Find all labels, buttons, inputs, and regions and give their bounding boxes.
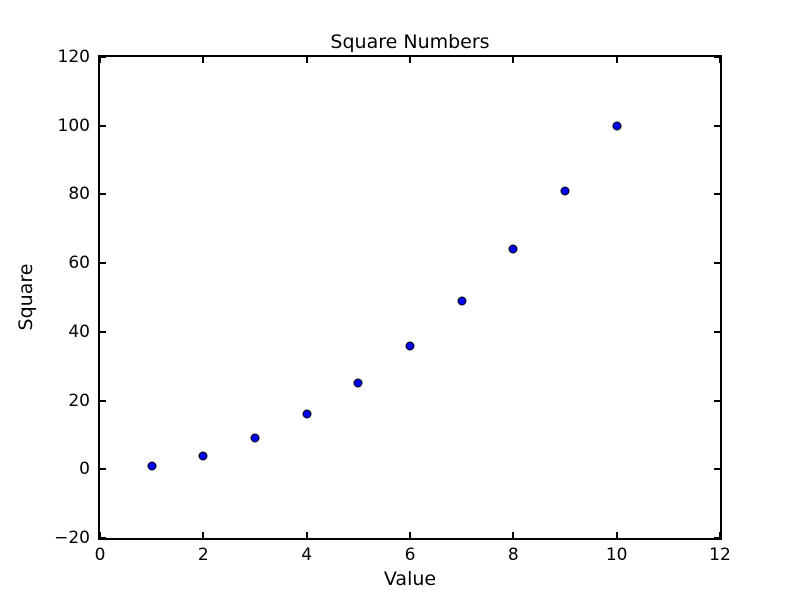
x-tick-mark — [99, 532, 101, 538]
y-tick-mark-right — [714, 262, 720, 265]
y-tick-mark — [100, 537, 106, 539]
y-tick-label: −20 — [54, 528, 90, 548]
y-tick-mark — [100, 330, 106, 333]
y-tick-label: 120 — [57, 47, 90, 67]
x-tick-mark-top — [719, 57, 721, 63]
x-tick-label: 0 — [94, 545, 106, 565]
x-tick-mark-top — [202, 57, 205, 63]
y-tick-label: 40 — [68, 321, 90, 342]
data-point — [302, 409, 312, 419]
x-tick-mark — [409, 532, 411, 538]
y-tick-label: 20 — [68, 390, 90, 411]
data-point — [250, 433, 260, 443]
data-point — [612, 121, 622, 131]
x-tick-mark — [719, 532, 721, 538]
y-tick-mark-right — [714, 537, 720, 539]
x-tick-label: 4 — [301, 545, 313, 565]
x-tick-mark-top — [305, 57, 308, 63]
data-point — [508, 244, 518, 254]
x-tick-label: 2 — [197, 545, 209, 565]
y-tick-mark — [100, 468, 106, 471]
x-tick-mark-top — [512, 57, 515, 63]
x-tick-mark — [202, 532, 205, 538]
x-tick-label: 6 — [404, 545, 416, 565]
x-tick-mark — [305, 532, 308, 538]
y-tick-label: 80 — [68, 184, 90, 205]
y-tick-mark-right — [714, 330, 720, 333]
y-tick-label: 100 — [57, 115, 90, 136]
data-point — [560, 186, 570, 196]
x-axis-label: Value — [383, 568, 437, 590]
x-tick-mark-top — [615, 57, 618, 63]
data-point — [405, 341, 415, 351]
y-tick-label: 0 — [79, 459, 90, 480]
data-point — [147, 461, 157, 471]
plot-area — [98, 55, 722, 540]
y-tick-mark-right — [714, 399, 720, 402]
y-tick-mark-right — [714, 124, 720, 127]
x-tick-mark — [615, 532, 618, 538]
y-tick-mark-right — [714, 193, 720, 196]
x-tick-label: 8 — [507, 545, 519, 565]
x-tick-label: 10 — [605, 545, 628, 565]
y-tick-mark — [100, 193, 106, 196]
x-tick-mark-top — [409, 57, 411, 63]
y-tick-mark-right — [714, 468, 720, 471]
x-tick-mark-top — [99, 57, 101, 63]
chart-title: Square Numbers — [330, 31, 490, 53]
y-tick-label: 60 — [68, 253, 90, 274]
y-tick-mark — [100, 124, 106, 127]
y-tick-mark — [100, 262, 106, 265]
data-point — [198, 451, 208, 461]
y-tick-mark — [100, 399, 106, 402]
x-tick-mark — [512, 532, 515, 538]
y-tick-mark — [100, 56, 106, 58]
data-point — [353, 378, 363, 388]
x-tick-label: 12 — [709, 545, 731, 565]
data-point — [457, 296, 467, 306]
y-tick-mark-right — [714, 56, 720, 58]
y-axis-label: Square — [15, 263, 37, 331]
